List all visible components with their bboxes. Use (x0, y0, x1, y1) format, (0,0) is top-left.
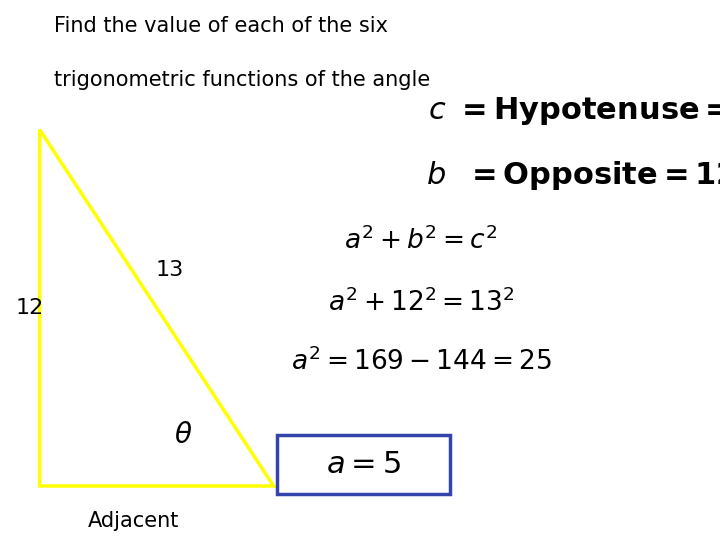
Bar (277, 435, 450, 494)
Text: $\theta$: $\theta$ (174, 421, 193, 449)
Text: $a^2 = 169 - 144 = 25$: $a^2 = 169 - 144 = 25$ (291, 348, 552, 376)
Text: $a^2 + 12^2 = 13^2$: $a^2 + 12^2 = 13^2$ (328, 288, 515, 316)
Text: $b$: $b$ (426, 161, 446, 190)
Text: $a^2 + b^2 = c^2$: $a^2 + b^2 = c^2$ (344, 226, 498, 254)
Text: $c$: $c$ (428, 96, 446, 125)
Text: $a = 5$: $a = 5$ (326, 450, 401, 479)
Text: $\mathbf{= Hypotenuse = 13}$: $\mathbf{= Hypotenuse = 13}$ (446, 94, 720, 127)
Text: $\mathbf{= Opposite = 12}$: $\mathbf{= Opposite = 12}$ (446, 159, 720, 192)
Text: 12: 12 (16, 298, 44, 318)
Text: Adjacent: Adjacent (88, 511, 179, 531)
Text: trigonometric functions of the angle: trigonometric functions of the angle (54, 70, 431, 90)
Text: Find the value of each of the six: Find the value of each of the six (54, 16, 388, 36)
Text: 13: 13 (155, 260, 184, 280)
